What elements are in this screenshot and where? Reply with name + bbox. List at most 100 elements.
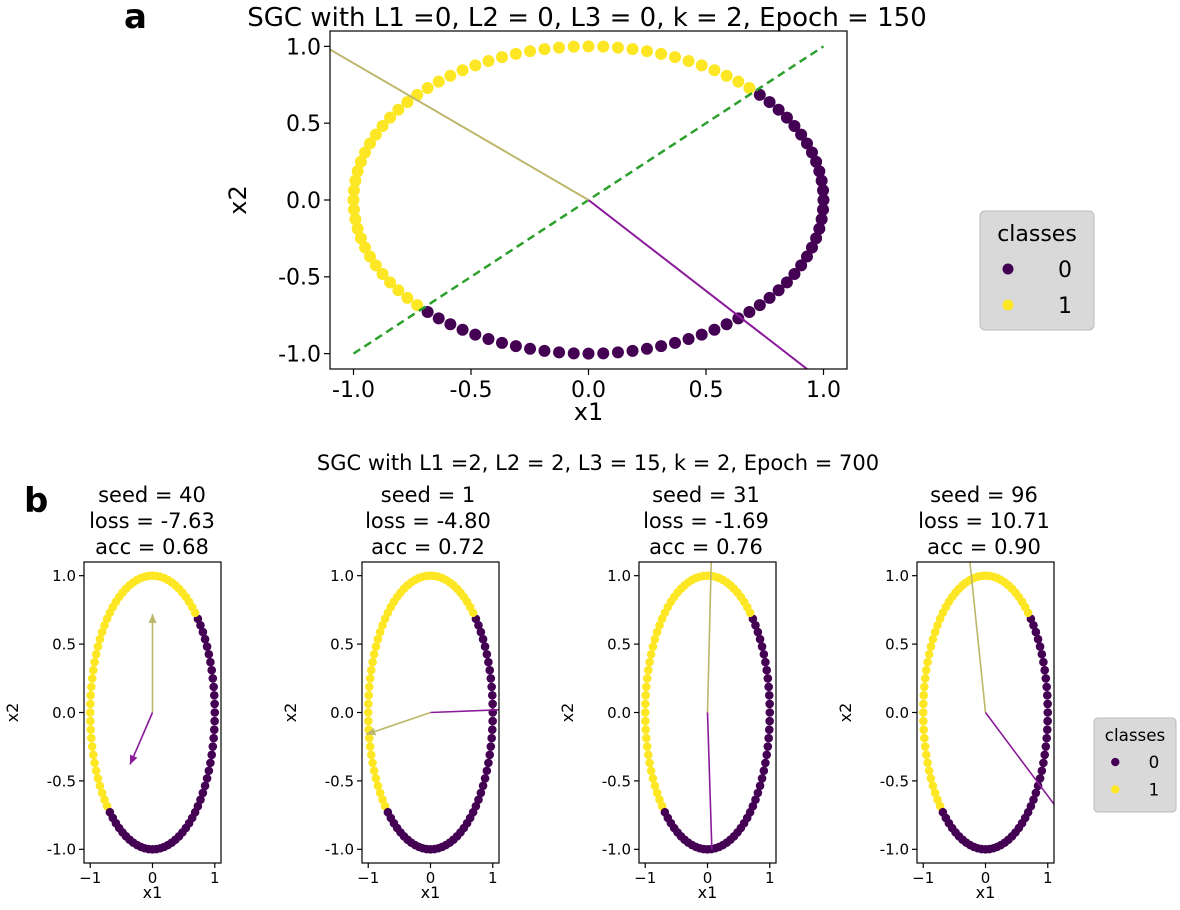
panel-a-point-15-class1 (720, 69, 733, 82)
subplot-2-point-49-class1 (364, 699, 373, 709)
subplot-1-y-axis-label: x2 (3, 703, 22, 723)
subplot-2-point-45-class1 (366, 665, 376, 675)
panel-a-point-25-class1 (582, 40, 595, 53)
subplot-1-point-40-class1 (97, 627, 107, 637)
subplot-1-plot-area (85, 571, 220, 854)
subplot-1-point-5-class0 (207, 665, 217, 675)
subplot-2-point-56-class1 (368, 758, 377, 768)
subplot-3-point-60-class1 (652, 788, 662, 798)
subplot-4-ytick-label: -1.0 (880, 841, 909, 859)
panel-a-point-11-class0 (763, 96, 776, 109)
subplot-1-point-97-class0 (209, 733, 218, 743)
subplot-4-xtick-label: −1 (912, 869, 934, 887)
subplot-3-point-45-class1 (643, 665, 653, 675)
subplot-1-x-axis-label: x1 (143, 883, 163, 902)
subplot-1-point-11-class0 (196, 620, 205, 630)
subplot-4-loss: loss = 10.71 (918, 509, 1050, 533)
panel-a-point-61-class1 (401, 291, 414, 304)
subplot-3-acc: acc = 0.76 (649, 535, 763, 559)
subplot-1-point-47-class1 (87, 682, 96, 692)
panel-b-legend: classes 0 1 (1093, 717, 1177, 813)
subplot-4-point-39-class1 (933, 620, 942, 630)
panel-a-point-50-class1 (347, 194, 360, 206)
subplot-2-y-axis-label: x2 (281, 703, 300, 723)
subplot-2-point-10-class0 (476, 627, 486, 637)
subplot-2-point-42-class1 (371, 642, 381, 651)
subplot-3-point-46-class1 (642, 674, 652, 683)
panel-a-point-62-class1 (411, 299, 424, 312)
panel-a-point-88-class0 (753, 299, 766, 312)
panel-a-point-80-class0 (655, 340, 668, 353)
subplot-1-point-60-class1 (97, 788, 107, 798)
subplot-4-point-54-class1 (920, 742, 930, 751)
panel-a-point-0-class0 (817, 194, 830, 206)
panel-a-point-86-class0 (732, 312, 745, 325)
panel-a-point-29-class1 (524, 45, 537, 58)
panel-a-point-52-class1 (349, 213, 362, 226)
subplot-3-ytick-label: -1.0 (602, 841, 631, 859)
subplot-1-point-45-class1 (88, 665, 98, 675)
subplot-1-point-99-class0 (210, 716, 219, 726)
subplot-3-point-47-class1 (642, 682, 651, 692)
panel-a-point-24-class1 (597, 40, 610, 53)
panel-a-point-96-class0 (810, 232, 823, 245)
subplot-4-weight-vector-class1 (969, 562, 987, 713)
subplot-2-point-43-class1 (369, 649, 379, 659)
subplot-3-point-92-class0 (757, 774, 767, 783)
panel-a-point-30-class1 (509, 47, 522, 60)
subplot-2-ytick-label: 1.0 (330, 567, 354, 585)
subplot-1-ytick-label: -1.0 (47, 841, 76, 859)
panel-a-point-39-class1 (401, 96, 414, 109)
subplot-2-acc: acc = 0.72 (371, 535, 485, 559)
panel-a-point-73-class0 (553, 346, 566, 359)
subplot-1-ytick-label: -0.5 (47, 772, 76, 790)
subplot-4-point-61-class1 (933, 795, 942, 805)
subplot-2-point-59-class1 (373, 781, 383, 791)
panel-a-point-59-class1 (384, 276, 397, 289)
panel-a-point-76-class0 (597, 347, 610, 360)
subplot-4-point-51-class1 (919, 716, 928, 726)
subplot-2-point-96-class0 (486, 742, 496, 751)
subplot-1-point-48-class1 (86, 691, 96, 700)
subplot-2-point-40-class1 (375, 627, 385, 637)
panel-a-point-83-class0 (695, 328, 708, 341)
panel-a-point-5-class0 (805, 146, 818, 159)
panel-a-xtick-label: -0.5 (450, 378, 493, 403)
subplot-4-ytick-label: -0.5 (880, 772, 909, 790)
subplot-2-point-11-class0 (474, 620, 483, 630)
subplot-4-point-47-class1 (920, 682, 929, 692)
panel-a-point-35-class1 (444, 69, 457, 82)
subplot-3-point-95-class0 (762, 750, 772, 760)
panel-a-point-7-class0 (795, 128, 808, 141)
panel-a-point-91-class0 (780, 276, 793, 289)
subplot-4-ytick-label: 1.0 (885, 567, 909, 585)
panel-a-point-21-class1 (640, 45, 653, 58)
subplot-3-point-48-class1 (641, 691, 651, 700)
subplot-3-point-38-class1 (657, 614, 667, 624)
subplot-4-xtick-label: 0 (981, 869, 991, 887)
subplot-2-point-92-class0 (480, 774, 490, 783)
subplot-1-point-46-class1 (87, 674, 97, 683)
subplot-2-point-1-class0 (488, 699, 497, 709)
panel-a-point-36-class1 (432, 75, 445, 88)
subplot-2-ytick-label: -0.5 (325, 772, 354, 790)
subplot-2-ytick-label: 0.5 (330, 635, 354, 653)
panel-a-point-16-class1 (708, 64, 721, 77)
subplot-4-point-90-class0 (1031, 788, 1041, 798)
subplot-1-point-93-class0 (204, 766, 214, 776)
subplot-1-point-10-class0 (198, 627, 208, 637)
panel-a-point-1-class0 (817, 184, 830, 197)
panel-a-point-26-class1 (567, 40, 580, 53)
subplot-2-ytick-label: 0.0 (330, 704, 354, 722)
subplot-4-y-axis-label: x2 (836, 703, 855, 723)
subplot-3-weight-vector-class1 (706, 562, 713, 713)
subplot-4-point-59-class1 (928, 781, 938, 791)
panel-a-point-87-class0 (743, 305, 756, 318)
subplot-3-point-94-class0 (761, 758, 770, 768)
panel-a-point-43-class1 (369, 128, 382, 141)
subplot-2-point-97-class0 (487, 733, 496, 743)
subplot-3-point-88-class0 (748, 801, 758, 811)
subplot-1-point-55-class1 (88, 750, 98, 760)
subplot-3-point-61-class1 (655, 795, 664, 805)
subplot-1-point-2-class0 (209, 691, 219, 700)
